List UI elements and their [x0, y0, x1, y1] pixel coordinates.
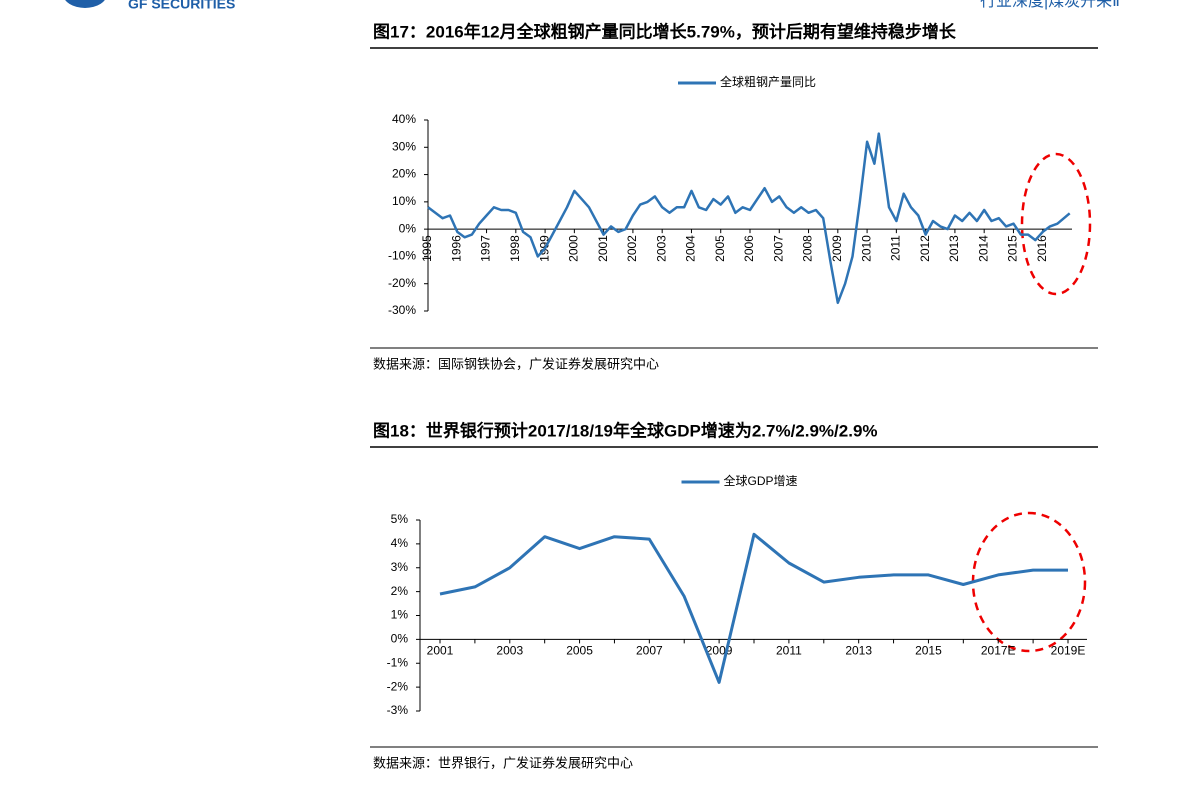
y-tick-label: 4% [391, 536, 409, 550]
series-line [439, 532, 1068, 684]
figure-title: 图17：2016年12月全球粗钢产量同比增长5.79%，预计后期有望维持稳步增长 [373, 21, 957, 41]
y-tick-label: -1% [387, 655, 409, 669]
x-tick-label: 2011 [776, 644, 802, 658]
y-tick-label: 30% [392, 139, 416, 153]
y-tick-label: 2% [391, 584, 409, 598]
figure-title: 图18：世界银行预计2017/18/19年全球GDP增速为2.7%/2.9%/2… [373, 420, 878, 440]
y-tick-label: -10% [388, 249, 416, 263]
y-tick-label: 40% [392, 112, 416, 126]
x-tick-label: 2013 [947, 235, 961, 262]
y-tick-label: 5% [391, 512, 409, 526]
x-tick-label: 2007 [636, 644, 663, 658]
x-tick-label: 2013 [845, 644, 872, 658]
section: 行业深度|煤炭开采Ⅱ [980, 0, 1120, 10]
x-tick-label: 2014 [976, 235, 990, 262]
y-tick-label: 3% [391, 560, 409, 574]
series-line [427, 132, 1071, 305]
highlight [971, 511, 1087, 653]
source: 数据来源：世界银行，广发证券发展研究中心 [373, 756, 633, 772]
x-tick-label: 2004 [684, 235, 698, 262]
source: 数据来源：国际钢铁协会，广发证券发展研究中心 [373, 357, 659, 373]
x-tick-label: 2006 [742, 235, 756, 262]
x-tick-label: 2011 [889, 235, 903, 261]
logo [65, 0, 105, 8]
x-tick-label: 2015 [915, 644, 942, 658]
x-tick-label: 2015 [1006, 235, 1020, 262]
y-tick-label: -2% [387, 679, 409, 693]
x-tick-label: 2005 [713, 235, 727, 262]
y-tick-label: -30% [388, 303, 416, 317]
x-tick-label: 2019E [1051, 644, 1086, 658]
x-tick-label: 2005 [566, 644, 593, 658]
x-tick-label: 1997 [479, 235, 493, 262]
x-tick-label: 1995 [420, 235, 434, 262]
x-tick-label: 2008 [801, 235, 815, 262]
x-tick-label: 1996 [449, 235, 463, 262]
x-tick-label: 2012 [918, 235, 932, 262]
x-tick-label: 2003 [654, 235, 668, 262]
x-tick-label: 2010 [859, 235, 873, 262]
x-tick-label: 2001 [596, 235, 610, 262]
x-tick-label: 2009 [830, 235, 844, 262]
x-tick-label: 1998 [508, 235, 522, 262]
x-tick-label: 2001 [427, 644, 454, 658]
x-tick-label: 2003 [496, 644, 523, 658]
y-tick-label: 1% [391, 608, 409, 622]
x-tick-label: 2016 [1035, 235, 1049, 262]
y-tick-label: -3% [387, 703, 409, 717]
x-tick-label: 2000 [567, 235, 581, 262]
legend-label: 全球粗钢产量同比 [720, 74, 816, 89]
x-tick-label: 2002 [625, 235, 639, 262]
brand: GF SECURITIES [128, 0, 235, 12]
y-tick-label: 0% [391, 632, 409, 646]
y-tick-label: 20% [392, 167, 416, 181]
x-tick-label: 2017E [981, 644, 1016, 658]
y-tick-label: -20% [388, 276, 416, 290]
legend-label: 全球GDP增速 [724, 473, 798, 488]
x-tick-label: 2007 [771, 235, 785, 262]
y-tick-label: 10% [392, 194, 416, 208]
y-tick-label: 0% [399, 221, 417, 235]
highlight [1020, 152, 1092, 296]
